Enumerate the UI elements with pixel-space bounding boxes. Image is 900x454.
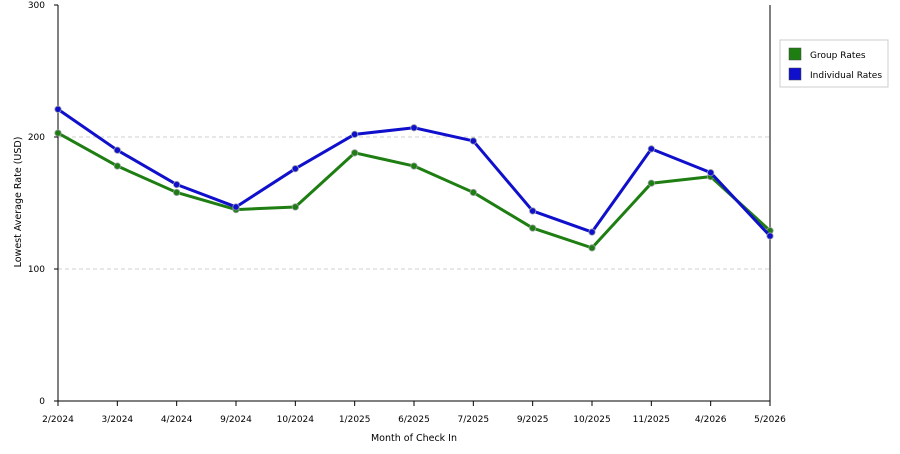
x-tick-label: 7/2025 <box>457 415 489 425</box>
data-point <box>766 232 774 240</box>
x-axis-title: Month of Check In <box>371 433 457 444</box>
data-point <box>410 124 418 132</box>
x-tick-label: 1/2025 <box>339 415 371 425</box>
series-individual-rates <box>54 105 774 240</box>
x-axis-ticks: 2/2024 3/2024 4/2024 9/2024 10/2024 1/2025 6/2… <box>42 401 786 425</box>
series-line-group-rates <box>56 131 772 250</box>
x-tick-label: 6/2025 <box>398 415 430 425</box>
data-point <box>647 145 655 153</box>
x-tick-label: 10/2024 <box>277 415 315 425</box>
series-group-rates <box>54 129 774 252</box>
y-tick-label: 100 <box>28 265 45 275</box>
y-tick-label: 0 <box>39 397 45 407</box>
data-point <box>113 162 121 170</box>
legend-items: Group Rates Individual Rates <box>788 47 882 81</box>
data-point <box>410 162 418 170</box>
data-point <box>647 179 655 187</box>
x-tick-label: 11/2025 <box>633 415 670 425</box>
data-point <box>351 149 359 157</box>
axes <box>57 5 771 402</box>
data-point <box>291 203 299 211</box>
data-point <box>113 146 121 154</box>
legend: Group Rates Individual Rates <box>779 39 889 88</box>
data-point <box>588 228 596 236</box>
legend-label-group-rates: Group Rates <box>810 51 866 61</box>
x-tick-label: 9/2024 <box>220 415 252 425</box>
data-point <box>173 188 181 197</box>
data-point <box>54 129 62 137</box>
x-tick-label: 4/2026 <box>695 415 727 425</box>
x-tick-label: 5/2026 <box>754 415 786 425</box>
data-point <box>469 137 477 145</box>
legend-swatch-individual-rates <box>788 67 802 81</box>
data-point <box>291 165 299 173</box>
x-tick-label: 3/2024 <box>101 415 133 425</box>
series-lines <box>54 105 774 252</box>
data-point <box>588 244 596 252</box>
x-tick-label: 9/2025 <box>517 415 549 425</box>
data-point <box>54 105 62 113</box>
data-point <box>232 203 240 211</box>
y-tick-label: 300 <box>28 1 45 11</box>
data-point <box>173 180 181 189</box>
y-axis-title: Lowest Average Rate (USD) <box>13 137 24 268</box>
legend-label-individual-rates: Individual Rates <box>810 71 882 81</box>
legend-swatch-group-rates <box>788 47 802 61</box>
data-point <box>707 169 715 177</box>
data-point <box>351 130 359 138</box>
x-tick-label: 10/2025 <box>573 415 610 425</box>
x-tick-label: 4/2024 <box>161 415 193 425</box>
y-tick-label: 200 <box>28 133 45 143</box>
x-tick-label: 2/2024 <box>42 415 74 425</box>
data-point <box>529 207 537 215</box>
gridlines <box>58 136 770 270</box>
y-axis-ticks: 0 100 200 300 <box>28 1 58 407</box>
data-point <box>529 224 537 232</box>
data-point <box>469 188 477 197</box>
